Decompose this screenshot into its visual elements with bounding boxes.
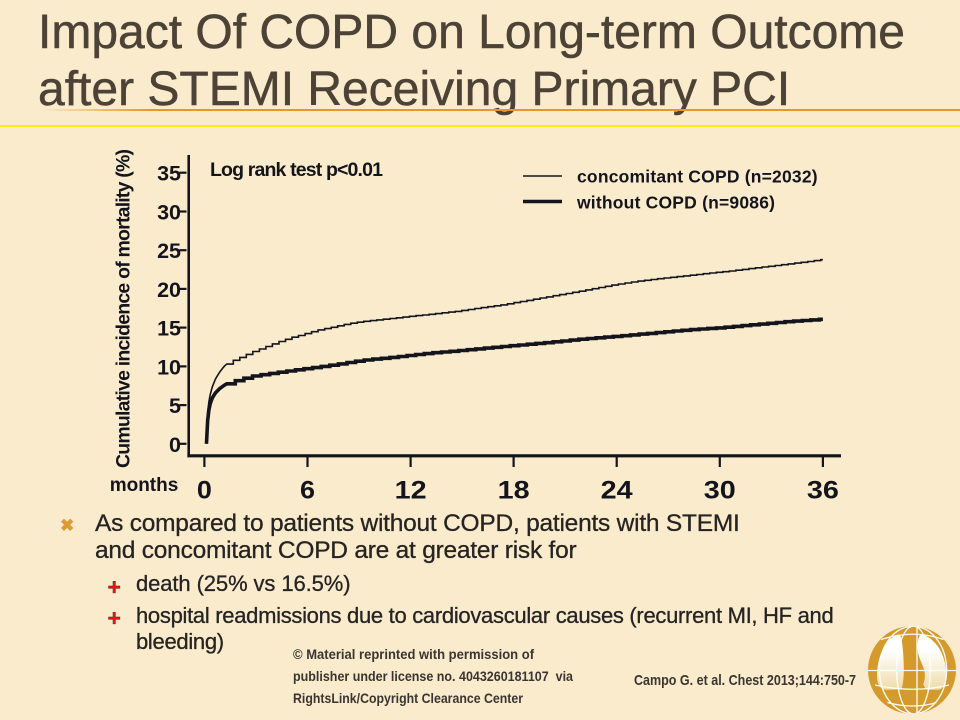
svg-text:12: 12	[395, 477, 427, 505]
svg-text:20: 20	[157, 278, 181, 302]
svg-text:35: 35	[157, 162, 181, 186]
svg-text:Cumulative incidence of mortal: Cumulative incidence of mortality (%)	[113, 149, 135, 468]
svg-text:25: 25	[157, 239, 181, 263]
svg-text:5: 5	[169, 394, 181, 418]
svg-text:36: 36	[807, 477, 839, 505]
svg-text:15: 15	[157, 317, 181, 341]
svg-text:0: 0	[169, 433, 181, 457]
svg-text:10: 10	[157, 355, 181, 379]
svg-text:months: months	[110, 475, 179, 496]
svg-text:24: 24	[601, 477, 633, 505]
svg-text:concomitant COPD (n=2032): concomitant COPD (n=2032)	[577, 167, 818, 187]
svg-text:30: 30	[704, 477, 736, 505]
svg-text:18: 18	[498, 477, 530, 505]
svg-text:30: 30	[157, 201, 181, 225]
svg-text:Log rank test p<0.01: Log rank test p<0.01	[210, 159, 383, 181]
svg-text:without COPD (n=9086): without COPD (n=9086)	[576, 193, 775, 213]
svg-text:6: 6	[300, 477, 315, 505]
svg-text:0: 0	[197, 477, 212, 505]
